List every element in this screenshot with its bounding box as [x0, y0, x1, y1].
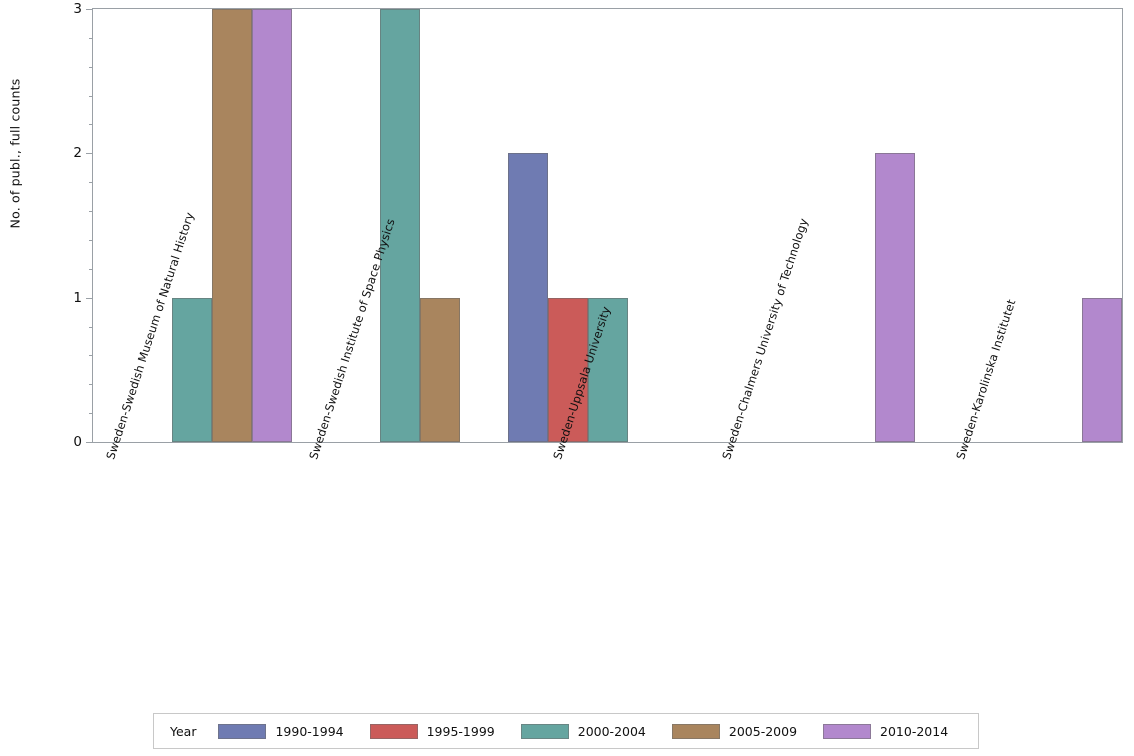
- y-tick-minor: [89, 384, 93, 386]
- legend-label: 2005-2009: [728, 723, 798, 739]
- y-tick-major: [86, 153, 93, 155]
- y-tick-minor: [89, 326, 93, 328]
- legend-label: 1995-1999: [426, 723, 495, 739]
- legend-swatch: [218, 723, 267, 739]
- y-tick-minor: [89, 211, 93, 213]
- plot-area: 0 1 2 3: [73, 1, 1123, 450]
- bar[interactable]: [508, 153, 548, 442]
- legend-label: 2000-2004: [577, 723, 646, 739]
- bar[interactable]: [588, 297, 628, 442]
- bar[interactable]: [875, 153, 915, 442]
- legend-swatch: [823, 723, 872, 739]
- y-axis-title: No. of publ., full counts: [7, 78, 23, 229]
- legend-item[interactable]: 2005-2009: [671, 723, 798, 739]
- bar[interactable]: [1082, 297, 1122, 442]
- legend: Year 1990-1994 1995-1999 2000-2004 2005-200…: [153, 713, 979, 749]
- y-tick-label: 0: [73, 434, 82, 450]
- legend-label: 2010-2014: [880, 723, 949, 739]
- y-tick-minor: [89, 66, 93, 68]
- bar[interactable]: [380, 9, 420, 442]
- y-tick-minor: [89, 124, 93, 126]
- y-tick-major: [86, 442, 93, 443]
- y-tick-major: [86, 297, 93, 299]
- y-tick-minor: [89, 95, 93, 97]
- y-tick-minor: [89, 239, 93, 241]
- legend-item[interactable]: 2000-2004: [520, 723, 646, 739]
- legend-items: 1990-1994 1995-1999 2000-2004 2005-2009 2010…: [218, 723, 974, 739]
- bar[interactable]: [212, 9, 252, 442]
- legend-item[interactable]: 2010-2014: [823, 723, 949, 739]
- y-tick-minor: [89, 37, 93, 39]
- bar[interactable]: [548, 297, 588, 442]
- bar[interactable]: [252, 9, 292, 442]
- legend-swatch: [520, 723, 569, 739]
- y-tick-label: 3: [73, 1, 82, 17]
- bar[interactable]: [420, 297, 460, 442]
- y-tick-minor: [89, 355, 93, 357]
- y-tick-minor: [89, 268, 93, 270]
- y-tick-major: [86, 9, 93, 10]
- y-tick-minor: [89, 413, 93, 415]
- legend-item[interactable]: 1990-1994: [218, 723, 344, 739]
- y-tick-label: 1: [73, 289, 82, 306]
- y-tick-label: 2: [73, 145, 82, 162]
- bar[interactable]: [172, 297, 212, 442]
- legend-item[interactable]: 1995-1999: [369, 723, 495, 739]
- y-tick-minor: [89, 182, 93, 184]
- legend-swatch: [671, 723, 720, 739]
- legend-swatch: [369, 723, 418, 739]
- legend-title: Year: [170, 723, 197, 739]
- legend-label: 1990-1994: [275, 723, 344, 739]
